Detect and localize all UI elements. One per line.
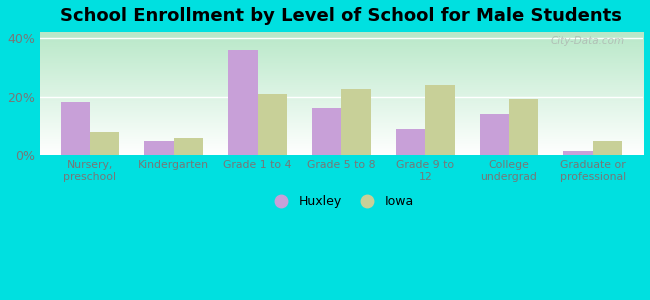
Bar <box>341 89 370 155</box>
Bar <box>257 94 287 155</box>
Bar <box>144 140 174 155</box>
Bar <box>593 140 622 155</box>
Bar <box>174 138 203 155</box>
Text: City-Data.com: City-Data.com <box>551 36 625 46</box>
Legend: Huxley, Iowa: Huxley, Iowa <box>264 190 419 213</box>
Bar <box>425 85 454 155</box>
Bar <box>564 151 593 155</box>
Bar <box>312 108 341 155</box>
Bar <box>480 114 509 155</box>
Title: School Enrollment by Level of School for Male Students: School Enrollment by Level of School for… <box>60 7 622 25</box>
Bar <box>90 132 120 155</box>
Bar <box>509 100 538 155</box>
Bar <box>60 102 90 155</box>
Bar <box>228 50 257 155</box>
Bar <box>396 129 425 155</box>
